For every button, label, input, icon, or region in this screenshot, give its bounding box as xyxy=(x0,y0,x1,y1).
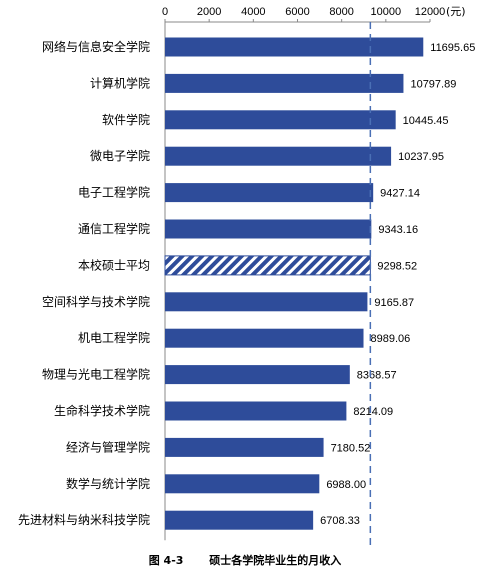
x-tick-label: 8000 xyxy=(329,6,353,18)
value-label: 8989.06 xyxy=(371,333,411,345)
value-label: 10797.89 xyxy=(410,78,456,90)
bar xyxy=(165,219,372,239)
category-label: 经济与管理学院 xyxy=(66,439,150,454)
value-label: 8214.09 xyxy=(353,406,393,418)
x-tick-label: 10000 xyxy=(371,6,402,18)
bar xyxy=(165,401,347,421)
value-label: 8368.57 xyxy=(357,370,397,382)
value-label: 10445.45 xyxy=(403,115,449,127)
category-label: 微电子学院 xyxy=(90,148,150,163)
value-label: 6988.00 xyxy=(326,479,366,491)
figure-title: 硕士各学院毕业生的月收入 xyxy=(209,554,342,567)
value-label: 6708.33 xyxy=(320,515,360,527)
bar xyxy=(165,328,364,348)
figure-number: 图 4-3 xyxy=(148,554,184,567)
x-tick-label: 6000 xyxy=(285,6,309,18)
category-label: 电子工程学院 xyxy=(78,185,150,200)
category-label: 机电工程学院 xyxy=(78,330,150,345)
bar xyxy=(165,510,314,530)
bar xyxy=(165,110,396,130)
category-labels: 网络与信息安全学院计算机学院软件学院微电子学院电子工程学院通信工程学院本校硕士平… xyxy=(18,39,150,527)
category-label: 本校硕士平均 xyxy=(78,257,150,272)
category-label: 空间科学与技术学院 xyxy=(42,294,150,309)
value-label: 10237.95 xyxy=(398,151,444,163)
category-label: 数学与统计学院 xyxy=(66,476,150,491)
bar xyxy=(165,474,320,494)
category-label: 生命科学技术学院 xyxy=(54,403,150,418)
x-tick-label: 2000 xyxy=(197,6,221,18)
value-label: 9298.52 xyxy=(377,260,417,272)
x-tick-label: 0 xyxy=(162,6,168,18)
x-axis: 0 2000 4000 6000 8000 10000 12000 (元) xyxy=(162,5,466,541)
bar xyxy=(165,183,374,203)
category-label: 先进材料与纳米科技学院 xyxy=(18,512,150,527)
value-label: 11695.65 xyxy=(430,42,475,54)
value-label: 9343.16 xyxy=(378,224,418,236)
bar xyxy=(165,146,392,166)
value-label: 9427.14 xyxy=(380,188,420,200)
bars xyxy=(164,37,424,530)
bar xyxy=(165,437,324,457)
figure-caption: 图 4-3 硕士各学院毕业生的月收入 xyxy=(0,552,490,568)
x-tick-label: 4000 xyxy=(241,6,265,18)
value-labels: 11695.65 10797.89 10445.45 10237.95 9427.14 9… xyxy=(320,42,475,527)
category-label: 网络与信息安全学院 xyxy=(42,39,150,54)
bar-average xyxy=(164,255,371,276)
category-label: 物理与光电工程学院 xyxy=(42,367,150,382)
bar xyxy=(165,365,350,385)
bar xyxy=(165,37,424,57)
value-label: 7180.52 xyxy=(331,442,371,454)
bar xyxy=(165,73,404,93)
category-label: 软件学院 xyxy=(102,112,150,127)
bar xyxy=(165,292,368,312)
category-label: 计算机学院 xyxy=(90,75,150,90)
x-tick-label: 12000 xyxy=(415,6,446,18)
category-label: 通信工程学院 xyxy=(78,221,150,236)
value-label: 9165.87 xyxy=(374,297,414,309)
x-unit-label: (元) xyxy=(446,5,466,18)
